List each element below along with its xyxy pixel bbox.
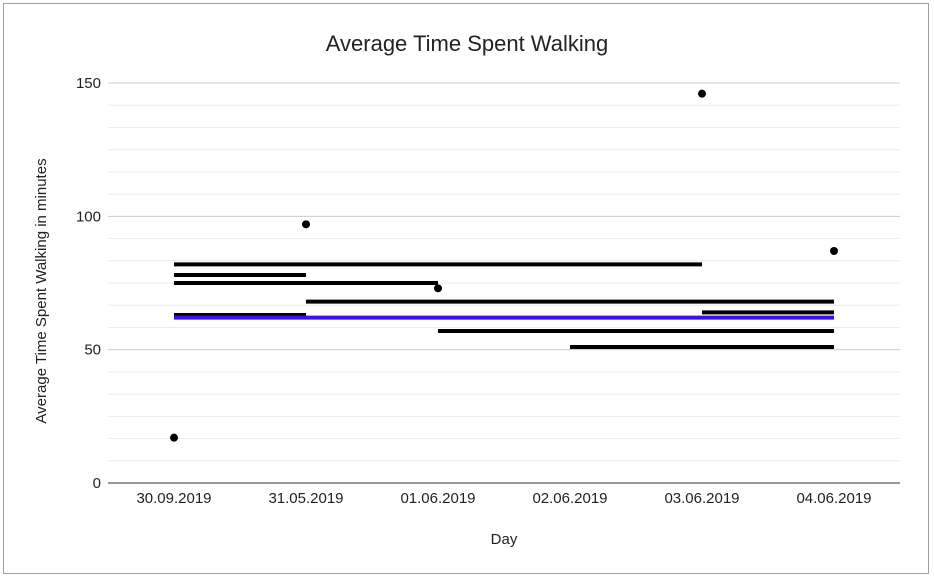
x-tick-label: 01.06.2019 [400, 490, 475, 507]
x-tick-label: 30.09.2019 [136, 490, 211, 507]
data-point [698, 89, 706, 98]
data-point [830, 247, 838, 255]
x-tick-label: 31.05.2019 [268, 490, 343, 507]
x-tick-label: 03.06.2019 [664, 490, 739, 507]
data-point [170, 433, 178, 442]
y-tick-labels: 0 50 100 150 [76, 75, 101, 492]
x-tick-label: 02.06.2019 [532, 490, 607, 507]
data-point [302, 220, 310, 229]
y-tick-label: 100 [76, 208, 101, 225]
data-point [434, 284, 442, 293]
horizontal-segments [174, 262, 834, 349]
y-tick-label: 150 [76, 75, 101, 92]
x-tick-labels: 30.09.2019 31.05.2019 01.06.2019 02.06.2019… [136, 490, 871, 507]
y-tick-label: 0 [93, 475, 101, 492]
data-points [170, 89, 838, 442]
y-axis-label: Average Time Spent Walking in minutes [33, 158, 50, 423]
chart-frame [3, 3, 929, 574]
y-tick-label: 50 [84, 342, 101, 359]
chart-title: Average Time Spent Walking [326, 31, 608, 56]
grid-lines [108, 82, 900, 462]
x-axis-label: Day [491, 531, 518, 548]
x-tick-label: 04.06.2019 [796, 490, 871, 507]
